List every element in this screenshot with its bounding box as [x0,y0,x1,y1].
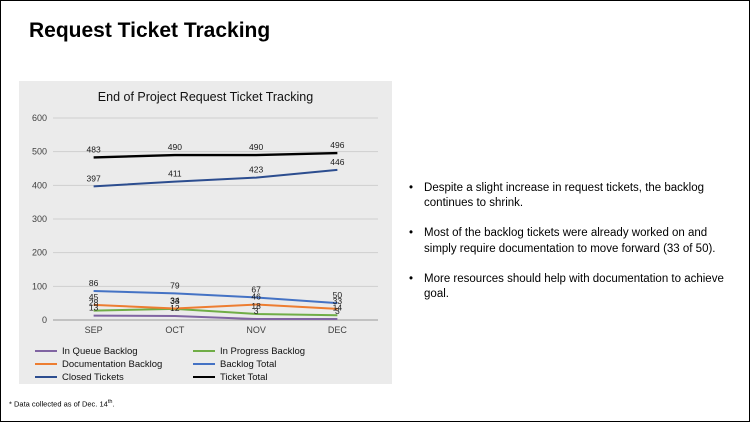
svg-text:400: 400 [32,180,47,190]
series-line [93,307,338,317]
data-label: 423 [249,165,263,175]
svg-text:DEC: DEC [328,325,348,335]
svg-text:500: 500 [32,147,47,157]
bullet-text: More resources should help with document… [424,272,724,300]
legend-item: In Queue Backlog [35,345,193,357]
legend-swatch [35,349,57,353]
svg-text:OCT: OCT [165,325,185,335]
data-label: 411 [168,169,182,179]
bullet-icon: • [409,182,414,194]
svg-text:NOV: NOV [246,325,266,335]
legend-item: Ticket Total [193,371,368,383]
svg-text:200: 200 [32,248,47,258]
data-label: 490 [168,142,182,152]
data-label: 3 [254,306,259,316]
bullet-item: • Most of the backlog tickets were alrea… [409,226,741,256]
data-label: 86 [89,278,99,288]
footnote-text: * Data collected as of Dec. 14 [9,399,108,409]
chart-legend: In Queue Backlog In Progress Backlog Docum… [19,345,392,383]
page-title: Request Ticket Tracking [29,19,271,42]
legend-label: In Queue Backlog [62,345,138,357]
bullet-text: Despite a slight increase in request tic… [424,182,705,210]
bullet-text: Most of the backlog tickets were already… [424,227,716,255]
bullet-item: • More resources should help with docume… [409,272,741,302]
data-label: 33 [170,296,180,306]
legend-item: Documentation Backlog [35,358,193,370]
key-points: • Despite a slight increase in request t… [409,181,741,302]
data-label: 46 [251,292,261,302]
data-label: 45 [89,292,99,302]
data-label: 12 [170,303,180,313]
chart-title: End of Project Request Ticket Tracking [97,90,314,104]
series-line [93,314,338,320]
data-label: 18 [251,301,261,311]
legend-swatch [193,362,215,366]
svg-text:100: 100 [32,281,47,291]
legend-swatch [35,375,57,379]
bullet-icon: • [409,227,414,240]
series-line [93,168,338,188]
data-label: 50 [333,290,343,300]
data-label: 496 [330,140,344,150]
data-label: 34 [170,296,180,306]
data-label: 13 [89,303,99,313]
chart-panel: End of Project Request Ticket Tracking 0… [19,81,392,384]
footnote-superscript: th [107,399,113,405]
svg-text:300: 300 [32,214,47,224]
data-label: 14 [333,302,343,312]
svg-text:0: 0 [42,315,47,325]
legend-item: Closed Tickets [35,371,193,383]
footnote-period: . [112,399,115,409]
legend-label: In Progress Backlog [220,345,306,357]
bullet-item: • Despite a slight increase in request t… [409,181,741,211]
legend-swatch [193,375,215,379]
data-label: 28 [89,298,99,308]
series-line [93,290,338,305]
legend-swatch [193,349,215,353]
legend-label: Closed Tickets [62,371,124,383]
legend-label: Documentation Backlog [62,358,163,370]
data-label: 79 [170,280,180,290]
series-line [93,151,338,159]
legend-item: In Progress Backlog [193,345,368,357]
series-line [93,303,338,310]
data-label: 483 [87,144,101,154]
data-label: 67 [251,284,261,294]
data-label: 33 [333,296,343,306]
footnote: * Data collected as of Dec. 14th. [9,399,115,409]
data-label: 446 [330,157,344,167]
legend-label: Backlog Total [220,358,277,370]
data-label: 397 [87,173,101,183]
svg-text:600: 600 [32,113,47,123]
svg-text:SEP: SEP [85,325,103,335]
legend-swatch [35,362,57,366]
bullet-icon: • [409,272,414,285]
legend-label: Ticket Total [220,371,268,383]
data-label: 490 [249,142,263,152]
legend-item: Backlog Total [193,358,368,370]
data-label: 3 [335,306,340,316]
